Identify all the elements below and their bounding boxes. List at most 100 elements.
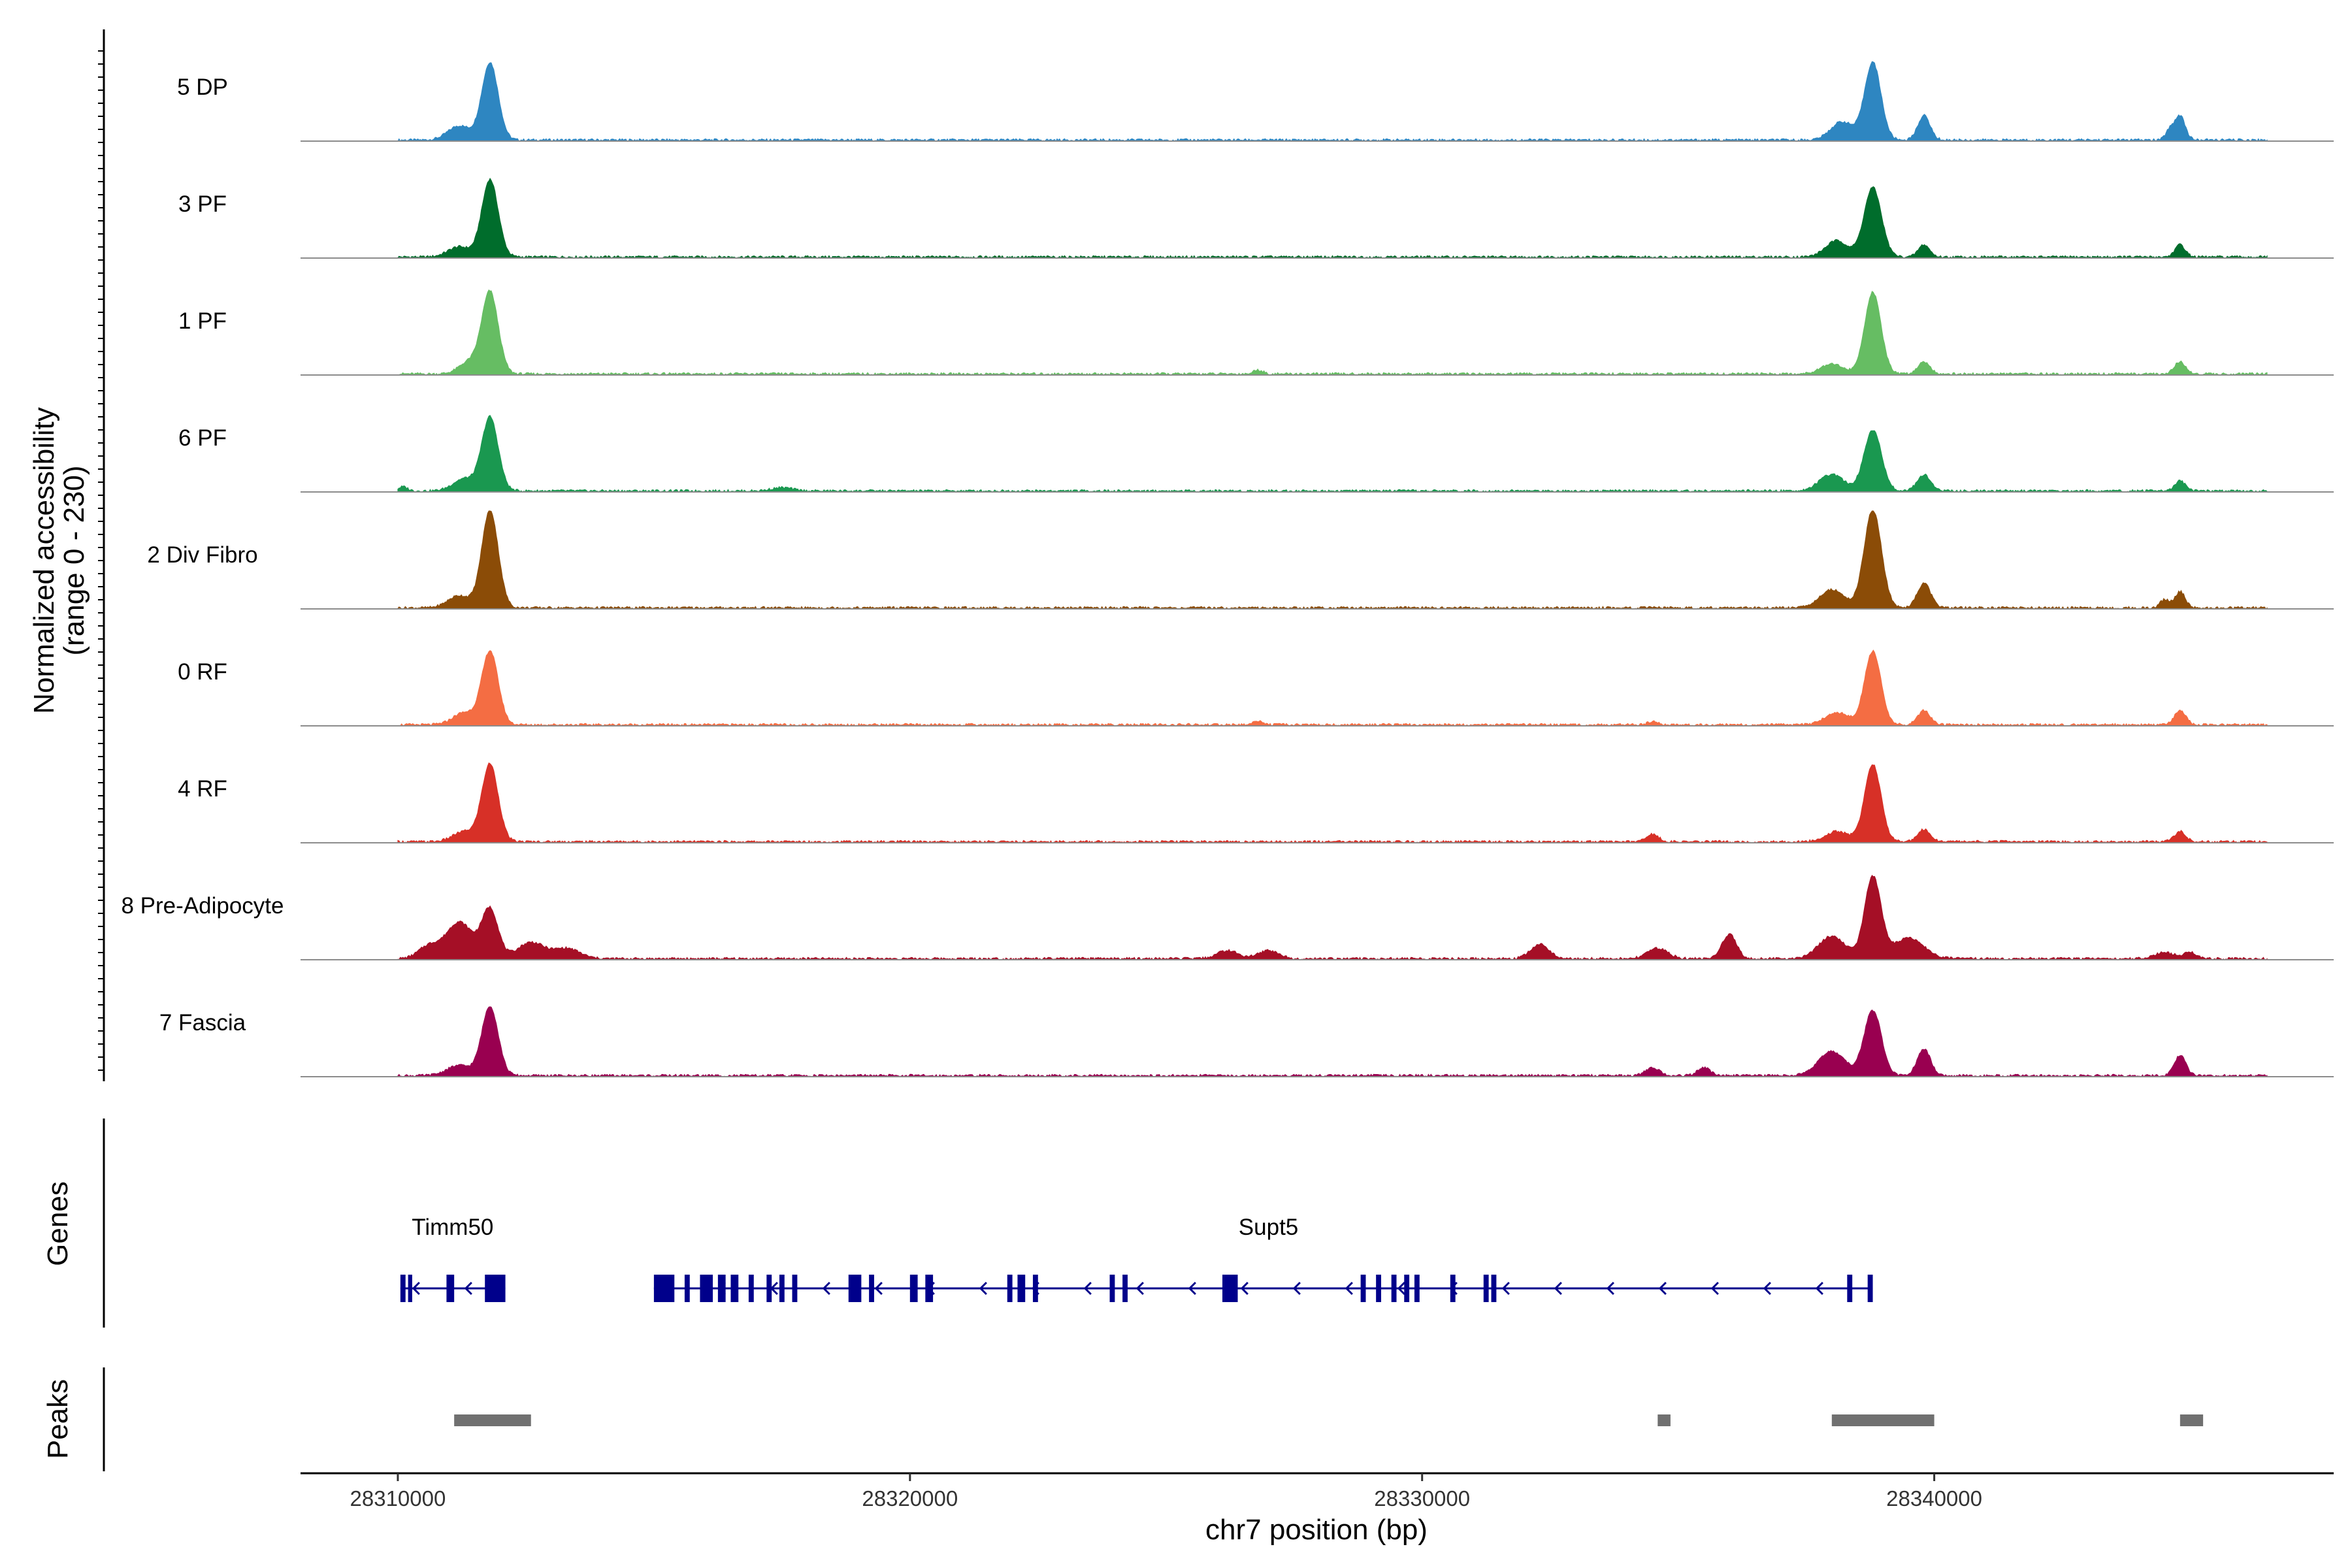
strand-chevron bbox=[822, 1281, 830, 1296]
gene-exon bbox=[1122, 1275, 1128, 1302]
strand-chevron bbox=[464, 1281, 472, 1296]
coverage-track: 8 Pre-Adipocyte bbox=[121, 874, 2334, 960]
coverage-track: 4 RF bbox=[178, 762, 2334, 843]
strand-chevron bbox=[1345, 1281, 1353, 1296]
coverage-area bbox=[397, 1006, 2268, 1078]
strand-chevron bbox=[1606, 1281, 1614, 1296]
gene-exon bbox=[766, 1275, 772, 1302]
coverage-track: 0 RF bbox=[178, 649, 2334, 727]
coverage-track: 3 PF bbox=[178, 178, 2334, 259]
gene-exon bbox=[1404, 1275, 1410, 1302]
gene-annotations: Timm50 Supt5 bbox=[400, 1215, 1873, 1302]
peak-region bbox=[454, 1414, 531, 1426]
gene-exon bbox=[1017, 1275, 1026, 1302]
x-tick-label: 28340000 bbox=[1886, 1486, 1982, 1511]
track-label: 8 Pre-Adipocyte bbox=[121, 893, 284, 919]
gene-exon bbox=[1109, 1275, 1115, 1302]
coverage-tracks: 5 DP 3 PF 1 PF 6 PF 2 Div Fibro 0 RF 4 RF 8 Pre… bbox=[121, 61, 2334, 1078]
gene-exon bbox=[869, 1275, 874, 1302]
strand-chevron bbox=[1083, 1281, 1092, 1296]
gene-exon bbox=[1867, 1275, 1873, 1302]
gene-exon bbox=[1032, 1275, 1038, 1302]
gene-exon bbox=[1222, 1275, 1238, 1302]
strand-chevron bbox=[1763, 1281, 1771, 1296]
coverage-area bbox=[397, 414, 2268, 493]
track-label: 7 Fascia bbox=[159, 1010, 246, 1036]
gene-exon bbox=[792, 1275, 798, 1302]
track-label: 5 DP bbox=[177, 74, 228, 100]
coverage-track: 7 Fascia bbox=[159, 1006, 2334, 1078]
gene-exon bbox=[485, 1275, 506, 1302]
coverage-area bbox=[397, 289, 2268, 376]
gene-exon bbox=[1414, 1275, 1420, 1302]
gene-exon bbox=[408, 1275, 412, 1302]
peaks-panel-label: Peaks bbox=[42, 1379, 74, 1459]
gene-exon bbox=[1376, 1275, 1381, 1302]
gene-exon bbox=[700, 1275, 713, 1302]
strand-chevron bbox=[1397, 1281, 1405, 1296]
peak-region bbox=[1658, 1414, 1671, 1426]
gene-model: Supt5 bbox=[653, 1215, 1873, 1302]
x-axis-ticks: 28310000 28320000 28330000 28340000 bbox=[350, 1473, 1982, 1511]
gene-exon bbox=[1847, 1275, 1853, 1302]
coverage-y-ticks bbox=[98, 50, 104, 1071]
y-axis-title-line2: (range 0 - 230) bbox=[58, 465, 90, 655]
strand-chevron bbox=[1135, 1281, 1144, 1296]
coverage-track: 1 PF bbox=[178, 289, 2334, 376]
gene-exon bbox=[1483, 1275, 1489, 1302]
gene-exon bbox=[400, 1275, 406, 1302]
coverage-area bbox=[397, 762, 2268, 843]
gene-exon bbox=[1450, 1275, 1456, 1302]
strand-chevron bbox=[1554, 1281, 1562, 1296]
gene-exon bbox=[446, 1275, 455, 1302]
peak-regions bbox=[454, 1414, 2204, 1426]
strand-chevron bbox=[1710, 1281, 1719, 1296]
x-tick-label: 28310000 bbox=[350, 1486, 446, 1511]
coverage-track: 5 DP bbox=[177, 61, 2334, 142]
coverage-area bbox=[397, 649, 2268, 727]
gene-exon bbox=[779, 1275, 785, 1302]
strand-chevron bbox=[1658, 1281, 1667, 1296]
coverage-area bbox=[397, 874, 2268, 960]
coverage-area bbox=[397, 510, 2268, 610]
gene-exon bbox=[1007, 1275, 1013, 1302]
track-label: 6 PF bbox=[178, 425, 227, 451]
strand-chevron bbox=[874, 1281, 883, 1296]
coverage-track: 2 Div Fibro bbox=[147, 510, 2334, 610]
strand-chevron bbox=[1240, 1281, 1249, 1296]
coverage-area bbox=[397, 178, 2268, 259]
coverage-track: 6 PF bbox=[178, 414, 2334, 493]
gene-exon bbox=[748, 1275, 754, 1302]
y-axis-title: Normalized accessibility (range 0 - 230) bbox=[28, 407, 90, 713]
peak-region bbox=[2180, 1414, 2204, 1426]
gene-exon bbox=[925, 1275, 934, 1302]
peak-region bbox=[1831, 1414, 1935, 1426]
gene-label: Timm50 bbox=[412, 1215, 493, 1240]
track-label: 1 PF bbox=[178, 308, 227, 334]
strand-chevron bbox=[1292, 1281, 1301, 1296]
gene-exon bbox=[684, 1275, 690, 1302]
gene-exon bbox=[848, 1275, 862, 1302]
gene-label: Supt5 bbox=[1239, 1215, 1298, 1240]
track-label: 2 Div Fibro bbox=[147, 542, 257, 568]
gene-model: Timm50 bbox=[400, 1215, 506, 1302]
coverage-area bbox=[397, 61, 2268, 142]
genes-panel-label: Genes bbox=[42, 1181, 74, 1266]
gene-exon bbox=[1391, 1275, 1397, 1302]
gene-exon bbox=[1491, 1275, 1497, 1302]
y-axis-title-line1: Normalized accessibility bbox=[28, 407, 60, 713]
track-label: 3 PF bbox=[178, 191, 227, 217]
track-label: 0 RF bbox=[178, 659, 227, 685]
strand-chevron bbox=[1188, 1281, 1196, 1296]
strand-chevron bbox=[412, 1281, 420, 1296]
gene-exon bbox=[717, 1275, 726, 1302]
gene-exon bbox=[1360, 1275, 1366, 1302]
strand-chevron bbox=[979, 1281, 987, 1296]
strand-chevron bbox=[1815, 1281, 1823, 1296]
x-tick-label: 28320000 bbox=[862, 1486, 958, 1511]
gene-exon bbox=[653, 1275, 675, 1302]
track-label: 4 RF bbox=[178, 776, 227, 802]
gene-exon bbox=[909, 1275, 918, 1302]
x-axis-title: chr7 position (bp) bbox=[1205, 1514, 1428, 1546]
